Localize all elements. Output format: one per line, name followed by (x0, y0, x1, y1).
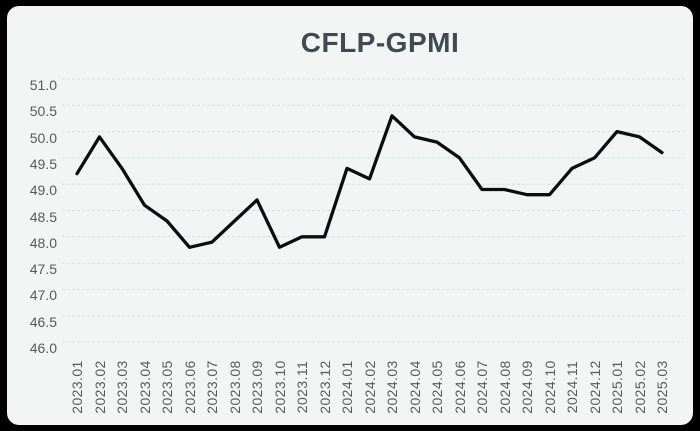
x-tick-label: 2023.11 (294, 360, 310, 414)
x-tick-label: 2023.06 (181, 360, 198, 414)
x-tick-label: 2024.08 (496, 360, 513, 414)
y-tick-label: 47.5 (29, 261, 57, 278)
x-tick-label: 2025.02 (631, 360, 648, 414)
x-tick-label: 2024.05 (429, 360, 445, 414)
x-tick-label: 2023.05 (159, 360, 175, 414)
x-tick-label: 2024.12 (586, 360, 603, 414)
y-tick-label: 48.5 (29, 208, 57, 225)
y-tick-label: 49.0 (29, 182, 57, 199)
x-tick-label: 2023.08 (226, 360, 243, 414)
x-tick-label: 2024.10 (541, 360, 558, 414)
x-tick-label: 2024.02 (361, 360, 378, 414)
y-tick-label: 51.0 (29, 77, 57, 93)
x-tick-label: 2023.04 (136, 360, 153, 414)
y-tick-label: 50.5 (29, 103, 57, 120)
x-tick-label: 2024.07 (474, 360, 490, 414)
x-tick-label: 2024.06 (451, 360, 468, 414)
x-tick-label: 2023.12 (316, 360, 333, 414)
y-tick-label: 46.0 (29, 340, 57, 356)
x-tick-label: 2024.11 (564, 360, 580, 414)
x-tick-label: 2024.09 (519, 360, 535, 414)
x-tick-label: 2023.07 (204, 360, 220, 414)
chart-panel: CFLP-GPMI 51.0 50.5 50.0 49.5 49.0 48.5 48.0 47… (7, 6, 693, 425)
x-tick-label: 2025.03 (654, 360, 670, 414)
x-tick-label: 2025.01 (609, 360, 625, 414)
y-tick-label: 47.0 (29, 287, 57, 304)
chart-title: CFLP-GPMI (300, 27, 460, 58)
x-tick-label: 2023.03 (114, 360, 130, 414)
x-tick-label: 2023.02 (91, 360, 108, 414)
x-tick-label: 2024.01 (339, 360, 355, 414)
y-tick-label: 48.0 (29, 234, 57, 251)
x-tick-label: 2024.03 (384, 360, 400, 414)
x-tick-label: 2023.10 (271, 360, 288, 414)
y-tick-label: 49.5 (29, 155, 57, 172)
x-tick-label: 2023.01 (69, 360, 85, 414)
y-tick-label: 46.5 (29, 313, 57, 330)
x-tick-label: 2024.04 (406, 360, 423, 414)
y-tick-label: 50.0 (29, 129, 57, 146)
x-tick-label: 2023.09 (249, 360, 265, 414)
